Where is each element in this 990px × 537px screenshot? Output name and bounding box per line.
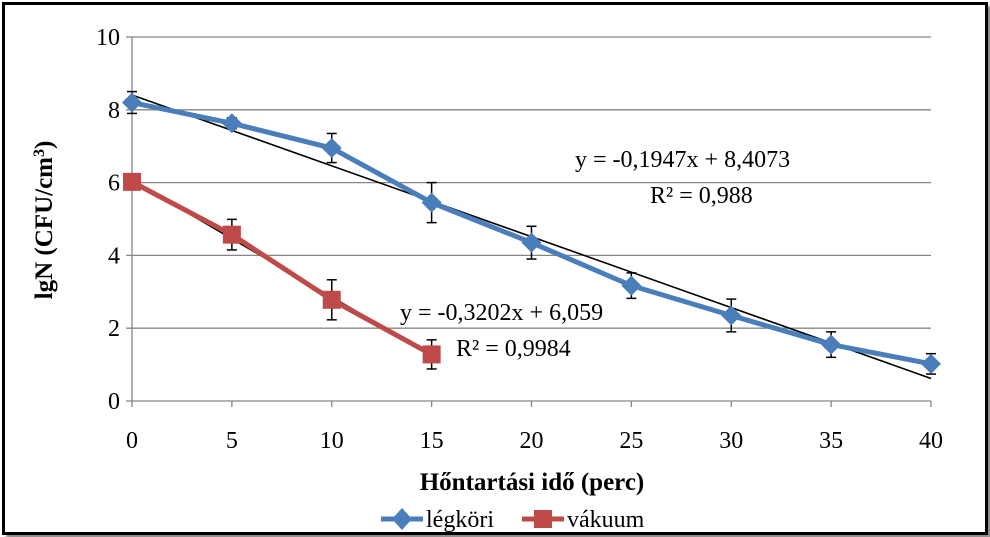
- marker-series-0-1: [221, 113, 242, 134]
- trendline-r2-legkori: R² = 0,988: [650, 183, 753, 209]
- marker-series-0-6: [721, 305, 742, 326]
- x-tick-label-20: 20: [520, 428, 544, 454]
- legend-marker-legkori: [392, 508, 412, 530]
- y-tick-label-8: 8: [108, 98, 120, 124]
- x-tick-label-10: 10: [320, 428, 344, 454]
- y-tick-label-0: 0: [108, 389, 120, 415]
- trendline-r2-vakuum: R² = 0,9984: [456, 336, 571, 362]
- trendline-equation-legkori: y = -0,1947x + 8,4073: [575, 147, 790, 173]
- marker-series-0-7: [821, 334, 842, 355]
- x-tick-label-5: 5: [226, 428, 238, 454]
- y-axis-title-end: ): [31, 141, 58, 149]
- marker-series-0-8: [921, 353, 941, 374]
- trendline-equation-vakuum: y = -0,3202x + 6,059: [400, 300, 603, 326]
- marker-series-0-3: [421, 192, 442, 213]
- x-tick-label-0: 0: [126, 428, 138, 454]
- marker-series-1-3: [422, 345, 441, 364]
- legend-label-vakuum: vákuum: [567, 507, 645, 533]
- marker-series-1-1: [222, 225, 241, 244]
- x-tick-label-25: 25: [619, 428, 643, 454]
- marker-series-1-2: [322, 290, 341, 309]
- marker-series-1-0: [123, 172, 141, 191]
- x-tick-label-15: 15: [420, 428, 444, 454]
- y-axis-title-sup: 3: [31, 149, 48, 157]
- y-axis-title-main: lgN (CFU/cm: [31, 157, 58, 299]
- series-line-series-1: [130, 179, 433, 357]
- y-tick-label-2: 2: [108, 316, 120, 342]
- legend: légköri vákuum: [381, 507, 645, 533]
- x-axis-title: Hőntartási idő (perc): [420, 469, 645, 496]
- legend-label-legkori: légköri: [426, 507, 494, 533]
- legend-marker-vakuum: [534, 510, 552, 528]
- y-tick-label-4: 4: [108, 243, 120, 269]
- marker-series-0-5: [621, 275, 642, 296]
- series-markers: [122, 92, 941, 374]
- marker-series-0-0: [122, 92, 142, 113]
- x-tick-label-35: 35: [819, 428, 843, 454]
- y-tick-label-6: 6: [108, 171, 120, 197]
- tick-labels: 0 2 4 6 8 10 0 5 10 15 20 25 30 35 40: [96, 25, 943, 454]
- y-axis-title: lgN (CFU/cm3): [31, 141, 59, 300]
- y-tick-label-10: 10: [96, 25, 120, 51]
- marker-series-0-4: [521, 232, 542, 253]
- gridlines: [132, 36, 931, 329]
- x-tick-label-40: 40: [919, 428, 943, 454]
- marker-series-0-2: [321, 138, 342, 159]
- x-tick-label-30: 30: [719, 428, 743, 454]
